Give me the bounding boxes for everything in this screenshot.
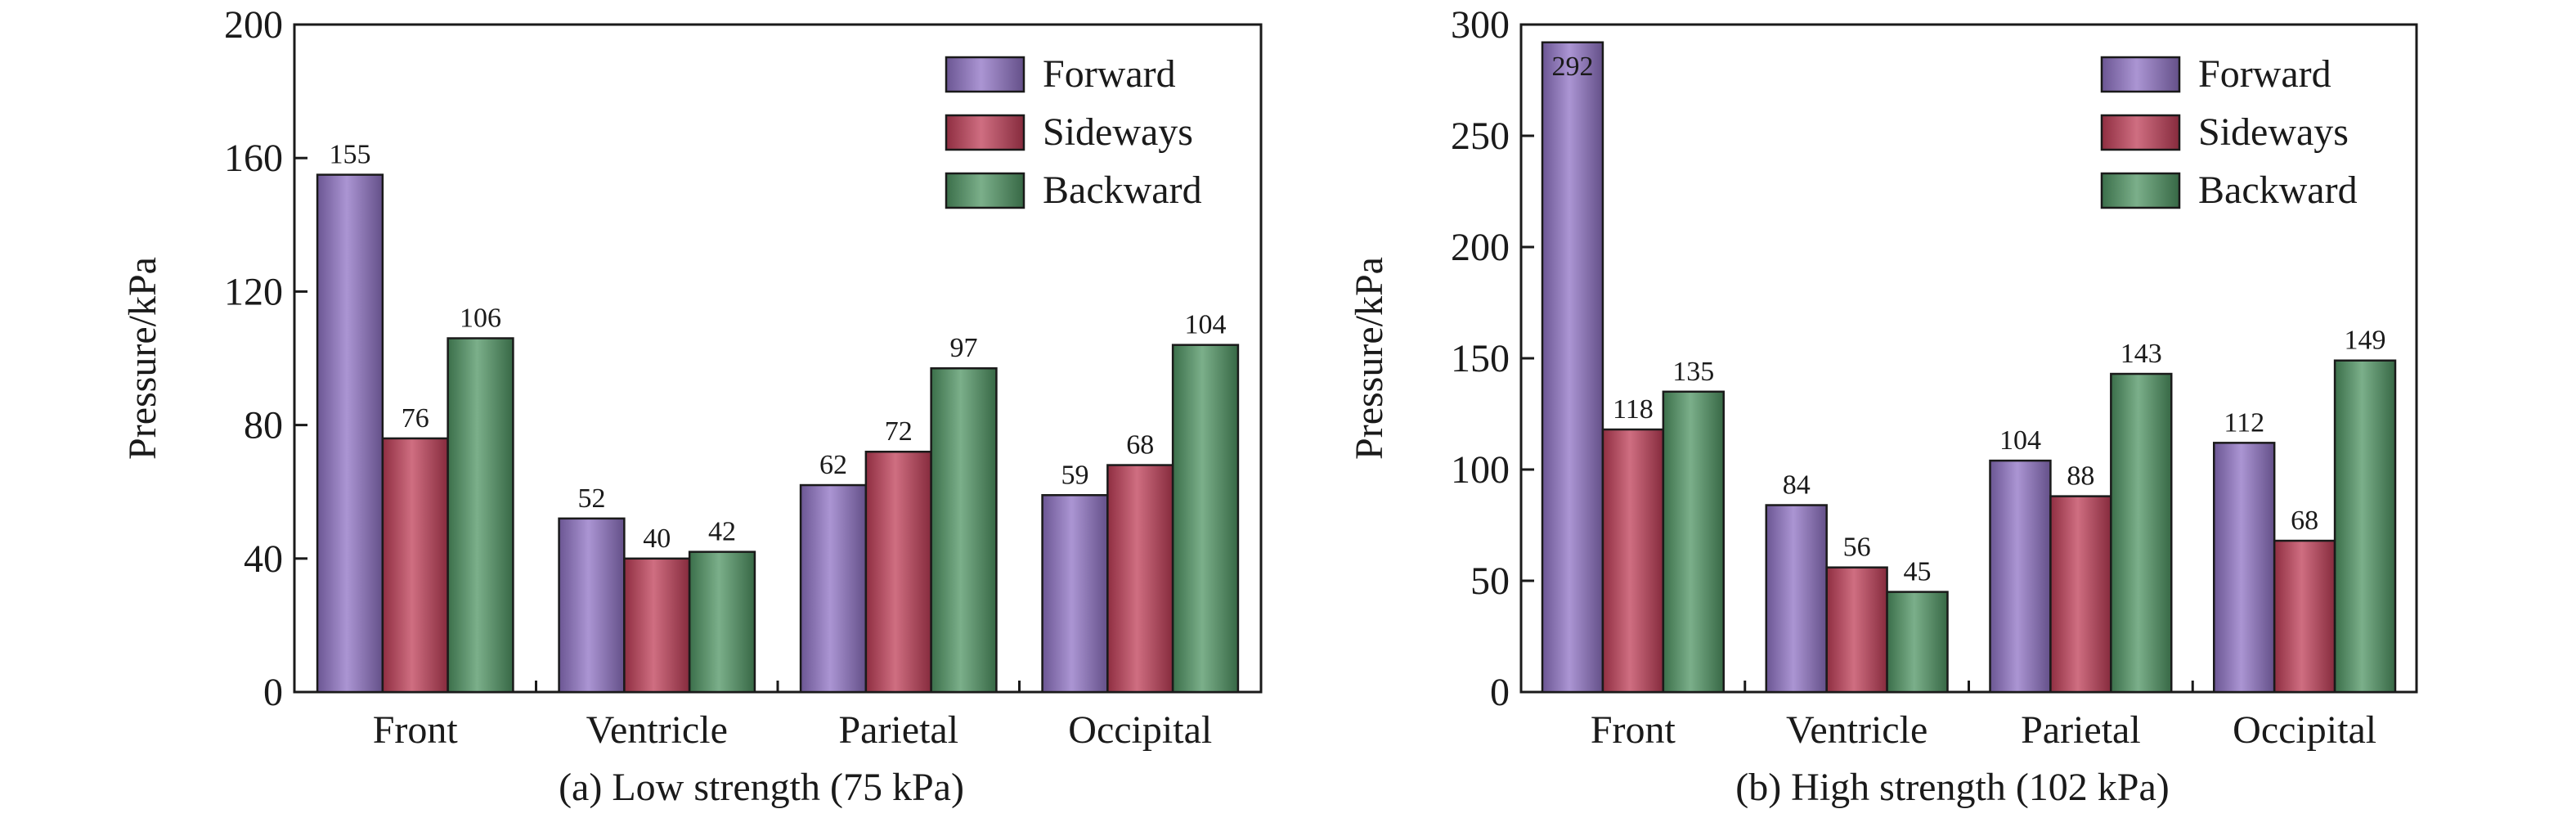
bar-sideways bbox=[623, 557, 691, 694]
legend-label: Forward bbox=[2198, 52, 2331, 96]
legend-swatch-forward bbox=[945, 56, 1025, 93]
bar-backward bbox=[1886, 591, 1949, 694]
y-tick-label: 200 bbox=[224, 3, 283, 47]
data-label: 112 bbox=[2224, 407, 2264, 438]
bar-sideways bbox=[2049, 495, 2112, 694]
legend-swatch-backward bbox=[2100, 172, 2181, 209]
y-tick-label: 0 bbox=[1490, 671, 1510, 714]
category-label: Front bbox=[373, 708, 459, 752]
data-label: 118 bbox=[1613, 394, 1654, 425]
data-label: 59 bbox=[1061, 460, 1088, 490]
data-label: 72 bbox=[885, 416, 913, 447]
bar-sideways bbox=[381, 437, 449, 694]
data-label: 84 bbox=[1783, 470, 1811, 501]
bar-backward bbox=[1662, 390, 1725, 694]
data-label: 97 bbox=[950, 333, 978, 363]
chart-high-strength: 0 50 100 150 200 250 300 Pressure/kPa Front 292 11… bbox=[1348, 3, 2418, 809]
bar-sideways bbox=[1601, 428, 1665, 694]
data-label: 68 bbox=[2291, 506, 2318, 536]
y-tick-label: 80 bbox=[244, 404, 283, 447]
y-tick-label: 300 bbox=[1451, 3, 1510, 47]
data-label: 88 bbox=[2067, 461, 2094, 492]
data-label: 68 bbox=[1126, 430, 1154, 461]
y-axis-title: Pressure/kPa bbox=[1348, 257, 1391, 460]
legend-swatch-backward bbox=[945, 172, 1025, 209]
y-tick-label: 40 bbox=[244, 537, 283, 581]
legend-label: Backward bbox=[1043, 169, 1202, 212]
bar-forward bbox=[799, 483, 868, 694]
y-tick-label: 100 bbox=[1451, 448, 1510, 492]
data-label: 104 bbox=[1999, 425, 2041, 456]
bar-forward bbox=[558, 517, 626, 694]
y-tick-label: 200 bbox=[1451, 226, 1510, 269]
category-label: Front bbox=[1591, 708, 1676, 752]
data-label: 62 bbox=[819, 450, 847, 480]
bar-backward bbox=[1171, 344, 1240, 694]
bar-sideways bbox=[864, 450, 932, 694]
data-label: 149 bbox=[2345, 326, 2386, 356]
y-tick-label: 250 bbox=[1451, 115, 1510, 158]
y-tick-label: 0 bbox=[263, 671, 283, 714]
bar-backward bbox=[688, 551, 756, 694]
bar-forward bbox=[1989, 459, 2052, 694]
y-tick-label: 50 bbox=[1470, 560, 1510, 603]
legend-swatch-forward bbox=[2100, 56, 2181, 93]
bar-forward bbox=[1041, 494, 1109, 694]
bar-forward bbox=[316, 173, 384, 694]
category-label: Parietal bbox=[2021, 708, 2141, 752]
legend-label: Sideways bbox=[1043, 110, 1193, 154]
y-tick-label: 120 bbox=[224, 270, 283, 313]
legend-swatch-sideways bbox=[945, 114, 1025, 151]
legend-label: Sideways bbox=[2198, 110, 2349, 154]
bar-backward bbox=[447, 337, 514, 694]
y-tick-label: 160 bbox=[224, 137, 283, 180]
bar-forward bbox=[1765, 504, 1828, 694]
legend-label: Backward bbox=[2198, 169, 2358, 212]
data-label: 45 bbox=[1904, 557, 1932, 587]
y-tick-label: 150 bbox=[1451, 337, 1510, 380]
data-label: 56 bbox=[1843, 533, 1871, 563]
bar-forward bbox=[1541, 41, 1604, 694]
bar-backward bbox=[2333, 359, 2397, 694]
category-label: Occipital bbox=[1068, 708, 1212, 752]
data-label: 40 bbox=[643, 524, 671, 554]
bar-sideways bbox=[1825, 566, 1888, 694]
data-label: 42 bbox=[708, 517, 736, 547]
data-label: 52 bbox=[577, 483, 605, 514]
data-label: 104 bbox=[1185, 310, 1227, 340]
category-label: Parietal bbox=[838, 708, 958, 752]
chart-low-strength: 0 40 80 120 160 200 Pressure/kPa Front 155 76 106 V… bbox=[121, 3, 1263, 809]
data-label: 155 bbox=[329, 140, 370, 170]
data-label: 143 bbox=[2120, 339, 2162, 369]
data-label: 106 bbox=[460, 303, 501, 334]
y-axis-title: Pressure/kPa bbox=[121, 257, 164, 460]
legend-label: Forward bbox=[1043, 52, 1176, 96]
chart-caption: (a) Low strength (75 kPa) bbox=[559, 766, 964, 809]
bar-backward bbox=[2110, 372, 2173, 694]
bar-sideways bbox=[2273, 539, 2336, 694]
bar-sideways bbox=[1106, 464, 1174, 694]
data-label: 292 bbox=[1551, 52, 1593, 82]
bar-backward bbox=[930, 366, 998, 694]
data-label: 76 bbox=[402, 403, 429, 434]
data-label: 135 bbox=[1672, 357, 1714, 387]
category-label: Ventricle bbox=[1786, 708, 1928, 752]
category-label: Ventricle bbox=[586, 708, 728, 752]
legend-swatch-sideways bbox=[2100, 114, 2181, 151]
bar-forward bbox=[2213, 442, 2276, 694]
category-label: Occipital bbox=[2233, 708, 2376, 752]
chart-caption: (b) High strength (102 kPa) bbox=[1735, 766, 2170, 809]
